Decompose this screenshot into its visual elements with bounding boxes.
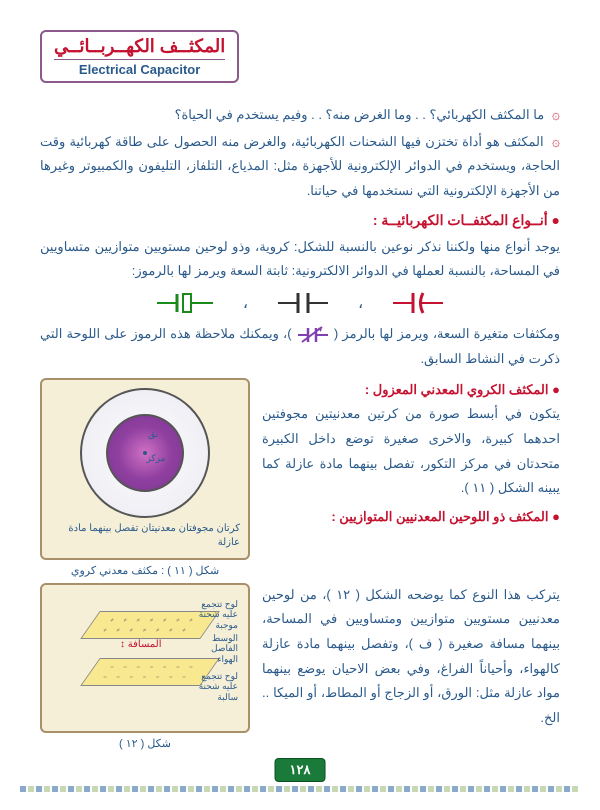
gap-label: ↕ المسافة	[120, 639, 162, 650]
bullet-icon: ۞	[552, 106, 560, 122]
page-number: ١٢٨	[275, 758, 326, 782]
figure-11: مركز نق كرتان مجوفتان معدنيتان تفصل بينه…	[40, 378, 250, 560]
title-box: المكثــف الكهــربــائــي Electrical Capa…	[40, 30, 239, 83]
fixed-capacitor-icon	[278, 290, 328, 316]
figure-11-caption: شكل ( ١١ ) : مكثف معدني كروي	[40, 564, 250, 577]
plates-text-column: يتركب هذا النوع كما يوضحه الشكل ( ١٢ )، …	[262, 583, 560, 750]
intro-answer: المكثف هو أداة تختزن فيها الشحنات الكهرب…	[40, 134, 560, 198]
plates-heading: ● المكثف ذو اللوحين المعدنيين المتوازيين…	[262, 505, 560, 530]
figure-12-caption: شكل ( ١٢ )	[40, 737, 250, 750]
polarized-capacitor-icon	[157, 290, 213, 316]
title-english: Electrical Capacitor	[54, 59, 225, 77]
sphere-text-column: ● المكثف الكروي المعدني المعزول : يتكون …	[262, 378, 560, 577]
sphere-heading: ● المكثف الكروي المعدني المعزول :	[262, 378, 560, 403]
label-center: مركز	[146, 453, 165, 464]
plates-body: يتركب هذا النوع كما يوضحه الشكل ( ١٢ )، …	[262, 587, 560, 725]
sphere-outer-icon: مركز نق	[80, 388, 210, 518]
variable-capacitor-icon	[296, 325, 330, 345]
intro-question: ما المكثف الكهربائي؟ . . وما الغرض منه؟ …	[175, 107, 545, 122]
intro-block: ۞ ما المكثف الكهربائي؟ . . وما الغرض منه…	[40, 101, 560, 204]
sphere-inner-icon: مركز نق	[106, 414, 184, 492]
curved-capacitor-icon	[393, 290, 443, 316]
bullet-icon: ۞	[552, 133, 560, 149]
types-paragraph-1: يوجد أنواع منها ولكننا نذكر نوعين بالنسب…	[40, 235, 560, 284]
types-paragraph-2: ومكثفات متغيرة السعة، ويرمز لها بالرمز (…	[40, 322, 560, 371]
capacitor-symbols-row: ، ،	[40, 290, 560, 316]
figure-11-note: كرتان مجوفتان معدنيتان تفصل بينهما مادة …	[50, 522, 240, 550]
title-arabic: المكثــف الكهــربــائــي	[54, 36, 225, 57]
label-top-plate: لوح تتجمع عليه شحنة موجبة	[183, 599, 238, 631]
label-bottom-plate: لوح تتجمع عليه شحنة سالبة	[183, 671, 238, 703]
figure-12: + + + + + + ++ + + + + + + − − − − − − −…	[40, 583, 250, 733]
label-medium: الوسط الفاصل الهواء	[190, 633, 238, 665]
label-radius: نق	[148, 429, 158, 440]
page-border-pattern	[20, 786, 580, 792]
sphere-body: يتكون في أبسط صورة من كرتين معدنيتين مجو…	[262, 406, 560, 495]
types-heading: ● أنــواع المكثفــات الكهربائيــة :	[40, 212, 560, 229]
